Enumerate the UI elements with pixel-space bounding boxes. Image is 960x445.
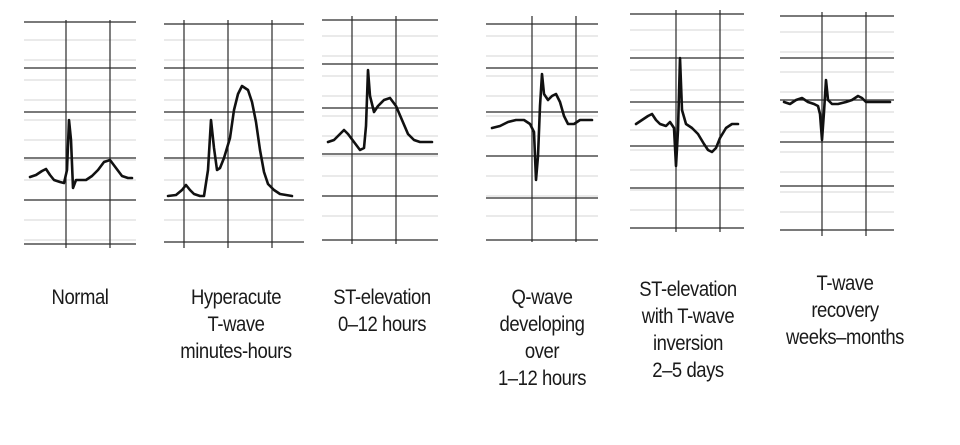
- caption-line: T-wave: [207, 313, 265, 336]
- caption-st-elevation: ST-elevation 0–12 hours: [322, 284, 442, 338]
- caption-line: weeks–months: [785, 326, 904, 349]
- ecg-panel-hyperacute: [164, 20, 304, 248]
- ecg-trace-t-recovery: [782, 78, 892, 142]
- caption-line: developing: [499, 313, 585, 336]
- caption-line: over: [524, 340, 560, 363]
- caption-line: Normal: [51, 286, 109, 309]
- ecg-panel-t-recovery: [780, 12, 894, 236]
- caption-line: with T-wave: [641, 305, 735, 328]
- ecg-strip-normal: [24, 20, 136, 248]
- caption-q-wave: Q-wave developing over 1–12 hours: [486, 284, 599, 392]
- caption-line: 1–12 hours: [497, 367, 587, 390]
- ecg-trace-st-t-inversion: [634, 56, 740, 168]
- caption-line: minutes-hours: [180, 340, 292, 363]
- ecg-strip-st-t-inversion: [630, 10, 744, 232]
- caption-hyperacute: Hyperacute T-wave minutes-hours: [169, 284, 303, 365]
- ecg-strip-t-recovery: [780, 12, 894, 236]
- caption-line: inversion: [652, 332, 723, 355]
- caption-t-recovery: T-wave recovery weeks–months: [775, 270, 914, 351]
- ecg-panel-st-elevation: [322, 16, 438, 244]
- ecg-panel-q-wave: [486, 16, 598, 242]
- ecg-strip-st-elevation: [322, 16, 438, 244]
- ecg-strip-hyperacute: [164, 20, 304, 248]
- caption-line: ST-elevation: [333, 286, 431, 309]
- caption-line: ST-elevation: [639, 278, 737, 301]
- caption-normal: Normal: [27, 284, 133, 311]
- caption-line: Hyperacute: [190, 286, 282, 309]
- caption-line: T-wave: [816, 272, 874, 295]
- ecg-panel-st-t-inversion: [630, 10, 744, 232]
- caption-line: recovery: [811, 299, 879, 322]
- ecg-trace-st-elevation: [326, 68, 434, 152]
- caption-line: Q-wave: [511, 286, 573, 309]
- caption-st-t-inversion: ST-elevation with T-wave inversion 2–5 d…: [626, 276, 749, 384]
- caption-line: 0–12 hours: [337, 313, 427, 336]
- ecg-panel-normal: [24, 20, 136, 248]
- ecg-strip-q-wave: [486, 16, 598, 242]
- ecg-trace-q-wave: [490, 72, 594, 182]
- ecg-trace-hyperacute: [166, 84, 294, 198]
- ecg-trace-normal: [28, 118, 134, 190]
- caption-line: 2–5 days: [652, 359, 724, 382]
